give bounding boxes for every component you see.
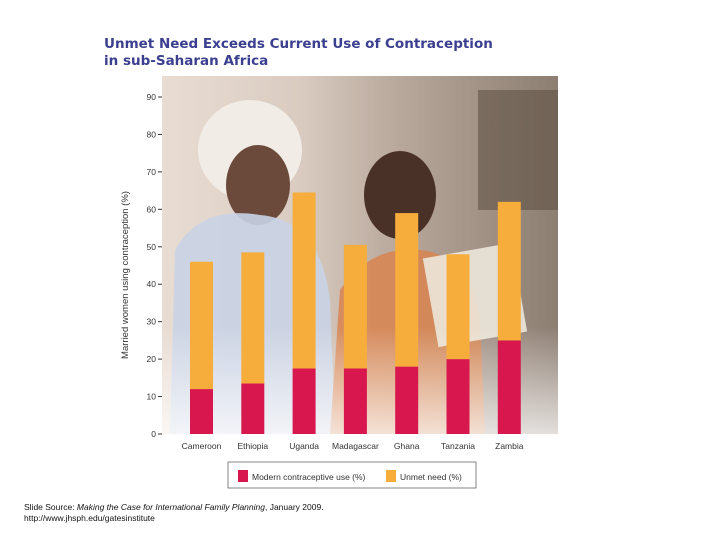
x-tick-label: Cameroon	[182, 441, 222, 451]
bar-unmet-need	[292, 192, 316, 369]
x-axis-labels: Cameroon Ethiopia Uganda Madagascar Ghana Tan…	[182, 441, 524, 451]
source-suffix: , January 2009.	[264, 502, 324, 512]
bar-modern-use	[190, 389, 213, 434]
bar-modern-use	[446, 359, 470, 434]
bar-unmet-need	[190, 261, 213, 390]
y-axis: 0 10 20 30 40 50 60 70 80 90	[147, 92, 162, 439]
x-tick-label: Ghana	[394, 441, 420, 451]
source-note: Slide Source: Making the Case for Intern…	[24, 502, 324, 524]
y-tick-label: 40	[147, 279, 157, 289]
bar-unmet-need	[446, 254, 470, 360]
chart-title-line-1: Unmet Need Exceeds Current Use of Contra…	[104, 36, 493, 52]
x-tick-label: Zambia	[495, 441, 524, 451]
bar-unmet-need	[343, 244, 367, 369]
x-tick-label: Ethiopia	[237, 441, 268, 451]
y-tick-label: 80	[147, 129, 157, 139]
y-tick-label: 10	[147, 392, 157, 402]
legend: Modern contraceptive use (%) Unmet need (…	[227, 461, 477, 489]
bars	[190, 192, 521, 434]
source-prefix: Slide Source:	[24, 502, 77, 512]
chart-title: Unmet Need Exceeds Current Use of Contra…	[104, 36, 524, 70]
bar-modern-use	[241, 383, 265, 434]
bar-unmet-need	[395, 213, 419, 367]
bar-modern-use	[497, 340, 521, 434]
x-tick-label: Madagascar	[332, 441, 379, 451]
y-axis-label: Married women using contraception (%)	[120, 191, 131, 359]
y-tick-label: 0	[151, 429, 156, 439]
y-tick-label: 90	[147, 92, 157, 102]
legend-label: Modern contraceptive use (%)	[252, 472, 366, 482]
y-tick-label: 60	[147, 204, 157, 214]
y-tick-label: 70	[147, 167, 157, 177]
y-tick-label: 20	[147, 354, 157, 364]
legend-swatch	[238, 470, 248, 482]
source-url[interactable]: http://www.jhsph.edu/gatesinstitute	[24, 513, 155, 523]
y-tick-label: 50	[147, 242, 157, 252]
bar-modern-use	[395, 366, 419, 434]
x-tick-label: Uganda	[289, 441, 319, 451]
bar-unmet-need	[241, 252, 265, 384]
y-tick-label: 30	[147, 317, 157, 327]
legend-swatch	[386, 470, 396, 482]
chart-title-line-2: in sub-Saharan Africa	[104, 53, 269, 69]
source-title: Making the Case for International Family…	[76, 502, 265, 512]
bar-modern-use	[292, 368, 316, 434]
bar-modern-use	[343, 368, 367, 434]
legend-label: Unmet need (%)	[400, 472, 462, 482]
bar-unmet-need	[497, 201, 521, 341]
legend-box	[227, 461, 477, 489]
x-tick-label: Tanzania	[441, 441, 475, 451]
